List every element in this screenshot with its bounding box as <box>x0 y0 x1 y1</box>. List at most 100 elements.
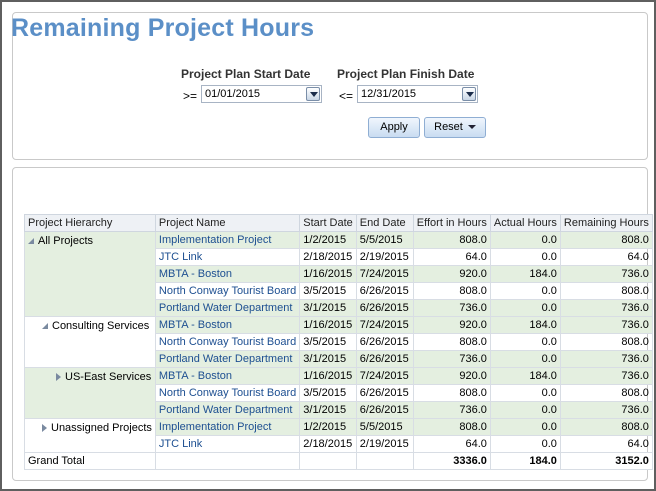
table-cell: 6/26/2015 <box>355 299 414 317</box>
column-header[interactable]: Effort in Hours <box>412 214 491 232</box>
table-cell: 6/26/2015 <box>355 350 414 368</box>
table-row: North Conway Tourist Board 3/5/2015 6/26/2… <box>25 282 653 300</box>
hierarchy-cell: All Projects <box>24 231 156 317</box>
table-cell: 808.0 <box>559 418 653 436</box>
table-cell: 808.0 <box>559 282 653 300</box>
project-name-link[interactable]: Implementation Project <box>154 231 301 249</box>
project-name-link[interactable]: North Conway Tourist Board <box>154 282 301 300</box>
table-cell: 7/24/2015 <box>355 265 414 283</box>
chevron-down-icon[interactable] <box>462 87 476 101</box>
table-cell: 5/5/2015 <box>355 231 414 249</box>
hierarchy-cell: Consulting Services <box>24 316 156 368</box>
grand-total-label: Grand Total <box>24 452 156 470</box>
caret-down-icon <box>467 125 476 130</box>
project-name-link[interactable]: North Conway Tourist Board <box>154 333 301 351</box>
table-cell: 736.0 <box>559 299 653 317</box>
expand-icon[interactable] <box>56 372 61 381</box>
table-cell: 808.0 <box>559 333 653 351</box>
table-cell: 0.0 <box>489 231 561 249</box>
hierarchy-label[interactable]: US-East Services <box>65 370 152 383</box>
table-cell: 808.0 <box>559 384 653 402</box>
table-cell: 6/26/2015 <box>355 384 414 402</box>
table-cell: 920.0 <box>412 265 491 283</box>
project-name-link[interactable]: Portland Water Department <box>154 401 301 419</box>
table-cell: 3/1/2015 <box>299 350 357 368</box>
project-name-link[interactable]: JTC Link <box>154 248 301 266</box>
table-cell: 0.0 <box>489 401 561 419</box>
table-row: Unassigned Projects Implementation Projec… <box>24 418 653 453</box>
table-cell: 2/18/2015 <box>299 248 357 266</box>
finish-date-operator: <= <box>339 89 354 103</box>
table-cell: 808.0 <box>412 282 491 300</box>
table-cell: 736.0 <box>559 316 653 334</box>
table-cell: 2/18/2015 <box>299 435 357 453</box>
table-cell: 0.0 <box>489 282 561 300</box>
column-header[interactable]: Remaining Hours <box>559 214 653 232</box>
project-name-link[interactable]: Implementation Project <box>154 418 301 436</box>
table-row: Portland Water Department 3/1/2015 6/26/20… <box>25 299 653 317</box>
table-cell: 736.0 <box>559 350 653 368</box>
reset-button[interactable]: Reset <box>424 117 486 138</box>
table-cell: 808.0 <box>412 231 491 249</box>
table-cell: 64.0 <box>559 248 653 266</box>
table-cell: 6/26/2015 <box>355 282 414 300</box>
project-name-link[interactable]: MBTA - Boston <box>154 367 301 385</box>
table-cell: 64.0 <box>412 435 491 453</box>
table-cell: 3/1/2015 <box>299 401 357 419</box>
hierarchy-label[interactable]: All Projects <box>38 234 94 247</box>
table-row: JTC Link 2/18/2015 2/19/2015 64.0 0.0 64.0 <box>25 248 653 266</box>
project-name-link[interactable]: North Conway Tourist Board <box>154 384 301 402</box>
table-cell <box>299 452 357 470</box>
project-name-link[interactable]: JTC Link <box>154 435 301 453</box>
table-row: Consulting Services MBTA - Boston 1/16/201… <box>24 316 653 368</box>
table-cell: 6/26/2015 <box>355 333 414 351</box>
table-cell: 736.0 <box>559 265 653 283</box>
grand-total-row: Grand Total 3336.0 184.0 3152.0 <box>24 452 653 470</box>
table-row: MBTA - Boston 1/16/2015 7/24/2015 920.0 184.… <box>25 265 653 283</box>
table-cell: 2/19/2015 <box>355 435 414 453</box>
table-cell: 736.0 <box>559 401 653 419</box>
table-cell: 0.0 <box>489 299 561 317</box>
table-cell: 184.0 <box>489 316 561 334</box>
finish-date-select[interactable]: 12/31/2015 <box>357 85 478 103</box>
table-cell: 64.0 <box>412 248 491 266</box>
grand-total-remaining: 3152.0 <box>559 452 653 470</box>
project-name-link[interactable]: MBTA - Boston <box>154 265 301 283</box>
table-cell: 0.0 <box>489 435 561 453</box>
column-header[interactable]: Project Name <box>154 214 301 232</box>
table-cell: 736.0 <box>412 401 491 419</box>
start-date-select[interactable]: 01/01/2015 <box>201 85 322 103</box>
table-cell: 64.0 <box>559 435 653 453</box>
hierarchy-label[interactable]: Unassigned Projects <box>51 421 152 434</box>
table-row: US-East Services MBTA - Boston 1/16/2015 7/… <box>24 367 653 419</box>
table-cell: 808.0 <box>559 231 653 249</box>
column-header[interactable]: End Date <box>355 214 414 232</box>
project-name-link[interactable]: Portland Water Department <box>154 350 301 368</box>
table-row: Portland Water Department 3/1/2015 6/26/20… <box>25 401 653 419</box>
collapse-icon[interactable] <box>28 237 34 244</box>
start-date-operator: >= <box>183 89 198 103</box>
table-cell: 920.0 <box>412 367 491 385</box>
expand-icon[interactable] <box>42 423 47 432</box>
table-cell: 1/16/2015 <box>299 265 357 283</box>
chevron-down-icon[interactable] <box>306 87 320 101</box>
project-name-link[interactable]: MBTA - Boston <box>154 316 301 334</box>
apply-button[interactable]: Apply <box>368 117 420 138</box>
prompts-panel <box>12 12 648 160</box>
hierarchy-cell: Unassigned Projects <box>24 418 156 453</box>
column-header[interactable]: Start Date <box>299 214 357 232</box>
table-cell: 3/5/2015 <box>299 282 357 300</box>
project-name-link[interactable]: Portland Water Department <box>154 299 301 317</box>
table-cell: 5/5/2015 <box>355 418 414 436</box>
hierarchy-cell: US-East Services <box>24 367 156 419</box>
start-date-value: 01/01/2015 <box>205 88 261 100</box>
grand-total-actual: 184.0 <box>489 452 561 470</box>
hierarchy-label[interactable]: Consulting Services <box>52 319 150 332</box>
table-cell: 184.0 <box>489 367 561 385</box>
collapse-icon[interactable] <box>42 322 48 329</box>
table-cell: 808.0 <box>412 333 491 351</box>
table-cell: 808.0 <box>412 384 491 402</box>
table-row: North Conway Tourist Board 3/5/2015 6/26/2… <box>25 333 653 351</box>
column-header[interactable]: Actual Hours <box>489 214 561 232</box>
